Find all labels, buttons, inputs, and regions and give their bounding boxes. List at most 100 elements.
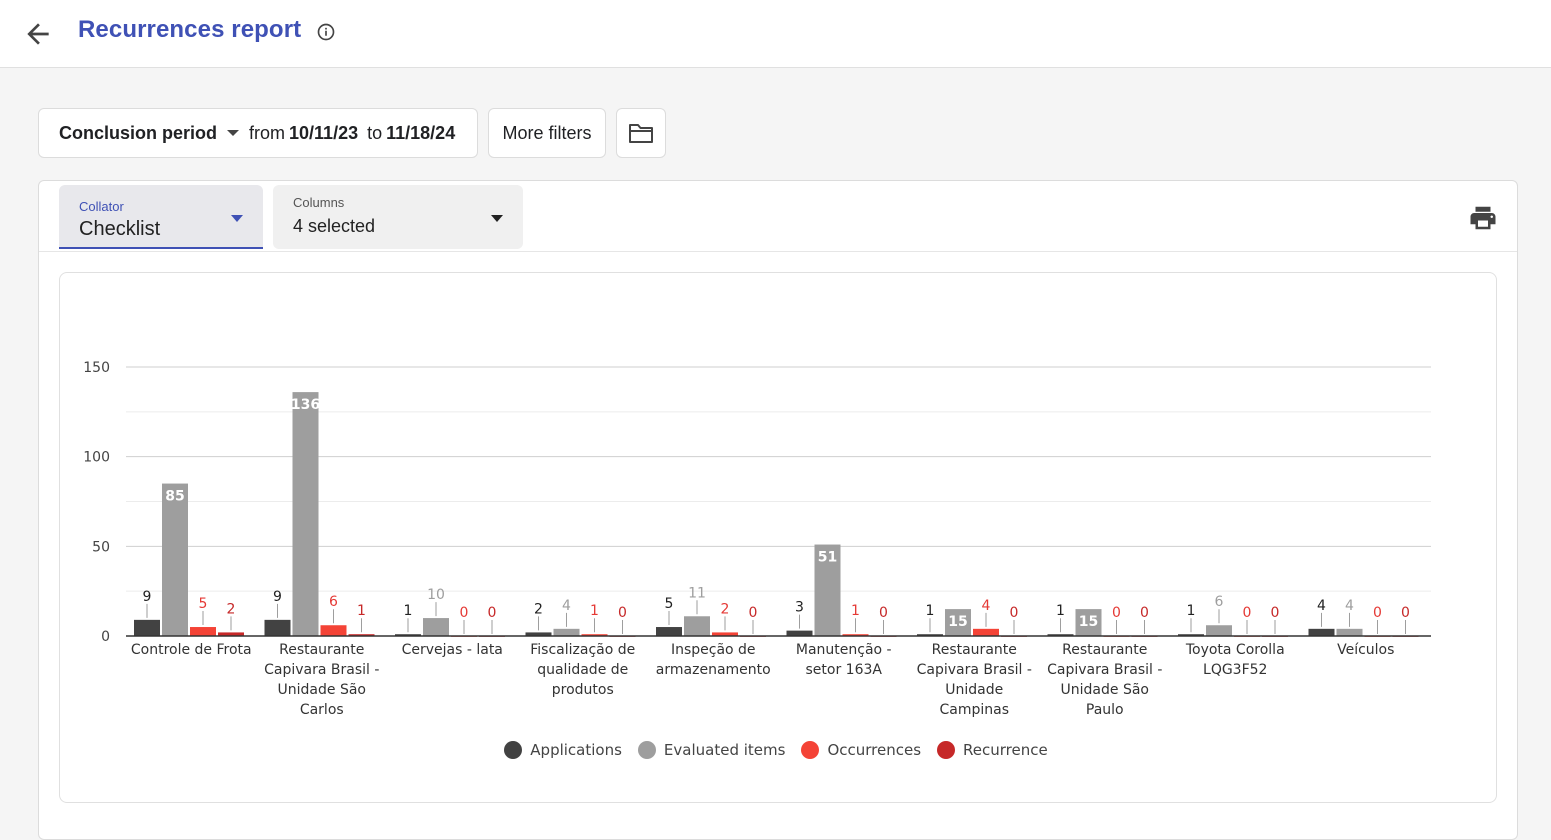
- data-label: 4: [1345, 598, 1354, 614]
- bar: [348, 634, 375, 636]
- data-label: 1: [851, 603, 860, 619]
- data-label: 0: [1373, 605, 1382, 621]
- bar: [1308, 628, 1335, 636]
- bar: [553, 628, 580, 636]
- data-label: 5: [665, 596, 674, 612]
- x-tick-label: Restaurante Capivara Brasil -Unidade São C…: [264, 642, 379, 718]
- legend-label: Evaluated items: [663, 741, 786, 759]
- bar: [134, 619, 160, 636]
- data-label: 15: [948, 614, 967, 630]
- legend-item[interactable]: Recurrence: [937, 741, 1048, 759]
- data-label: 6: [329, 594, 338, 610]
- bar: [1336, 628, 1363, 636]
- data-label: 0: [618, 605, 627, 621]
- legend-label: Occurrences: [827, 741, 922, 759]
- chart-legend: Applications Evaluated items Occurrences Re…: [60, 741, 1496, 759]
- bar: [581, 634, 608, 636]
- bar: [190, 627, 216, 636]
- folder-button[interactable]: [616, 108, 666, 158]
- legend-dot-icon: [937, 741, 956, 759]
- more-filters-button[interactable]: More filters: [488, 108, 606, 158]
- x-tick-label: Manutenção -setor 163A: [796, 642, 892, 678]
- x-tick-label: Restaurante Capivara Brasil -Unidade Campi…: [917, 642, 1032, 718]
- data-label: 0: [1271, 605, 1280, 621]
- bar: [684, 616, 710, 636]
- print-icon[interactable]: [1467, 203, 1499, 233]
- data-label: 9: [143, 589, 152, 605]
- conclusion-period-filter[interactable]: Conclusion period from 10/11/23 to 11/18/2…: [38, 108, 478, 158]
- data-label: 0: [879, 605, 888, 621]
- data-label: 11: [688, 585, 706, 601]
- x-tick-label: Inspeção de armazenamento: [656, 642, 771, 678]
- data-label: 1: [926, 603, 935, 619]
- data-label: 15: [1079, 614, 1098, 630]
- data-label: 10: [427, 587, 445, 603]
- data-label: 1: [590, 603, 599, 619]
- x-tick-label: Toyota Corolla LQG3F52: [1185, 642, 1285, 678]
- bar: [656, 627, 682, 636]
- data-label: 136: [291, 397, 320, 413]
- data-label: 0: [1112, 605, 1121, 621]
- data-label: 4: [1317, 598, 1326, 614]
- bar: [712, 632, 738, 636]
- folder-icon: [629, 124, 653, 143]
- data-label: 0: [1140, 605, 1149, 621]
- data-label: 0: [1401, 605, 1410, 621]
- columns-value: 4 selected: [293, 216, 376, 236]
- legend-label: Applications: [530, 741, 622, 759]
- data-label: 1: [357, 603, 366, 619]
- bar: [917, 634, 943, 636]
- period-filter-label: Conclusion period: [59, 122, 218, 143]
- info-icon[interactable]: [316, 22, 336, 42]
- report-card: Collator Checklist Columns 4 selected 0 5…: [38, 180, 1518, 840]
- bar: [320, 625, 347, 636]
- data-label: 2: [721, 601, 730, 617]
- data-label: 0: [1010, 605, 1019, 621]
- legend-dot-icon: [637, 741, 656, 759]
- data-label: 0: [460, 605, 469, 621]
- divider: [39, 251, 1517, 252]
- chart-container: 0 50 100 150 9 85 5 2 Controle de Frota 9 136 6 1 Res…: [59, 272, 1497, 803]
- y-tick-label: 0: [101, 629, 110, 645]
- dropdown-arrow-icon: [491, 215, 503, 222]
- x-tick-label: Fiscalização de qualidade de produtos: [530, 642, 635, 698]
- bar: [423, 618, 449, 636]
- columns-select[interactable]: Columns 4 selected: [273, 185, 523, 249]
- x-tick-label: Controle de Frota: [131, 642, 252, 658]
- collator-value: Checklist: [79, 218, 161, 240]
- collator-select[interactable]: Collator Checklist: [59, 185, 263, 249]
- data-label: 0: [749, 605, 758, 621]
- bar: [1178, 634, 1204, 636]
- data-label: 1: [1056, 603, 1065, 619]
- bar: [525, 632, 552, 636]
- bar: [973, 628, 999, 636]
- back-arrow-icon[interactable]: [22, 18, 54, 50]
- bar: [1206, 625, 1232, 636]
- bar: [814, 544, 841, 636]
- y-tick-label: 150: [83, 360, 110, 376]
- x-tick-label: Restaurante Capivara Brasil -Unidade São P…: [1047, 642, 1162, 718]
- legend-item[interactable]: Applications: [504, 741, 622, 759]
- bar: [218, 632, 244, 636]
- x-tick-label: Veículos: [1337, 642, 1394, 658]
- dropdown-arrow-icon: [231, 215, 243, 222]
- data-label: 4: [982, 598, 991, 614]
- columns-label: Columns: [293, 195, 345, 210]
- bar: [395, 634, 421, 636]
- collator-label: Collator: [79, 199, 124, 214]
- legend-item[interactable]: Occurrences: [801, 741, 921, 759]
- y-tick-label: 100: [83, 450, 110, 466]
- top-bar: Recurrences report: [0, 0, 1551, 68]
- bar: [786, 630, 813, 636]
- to-word: to: [367, 122, 383, 143]
- data-label: 85: [165, 489, 184, 505]
- data-label: 5: [199, 596, 208, 612]
- data-label: 1: [1187, 603, 1196, 619]
- legend-item[interactable]: Evaluated items: [637, 741, 786, 759]
- legend-dot-icon: [504, 741, 523, 759]
- data-label: 4: [562, 598, 571, 614]
- bar: [842, 634, 869, 636]
- from-word: from: [249, 122, 286, 143]
- data-label: 1: [404, 603, 413, 619]
